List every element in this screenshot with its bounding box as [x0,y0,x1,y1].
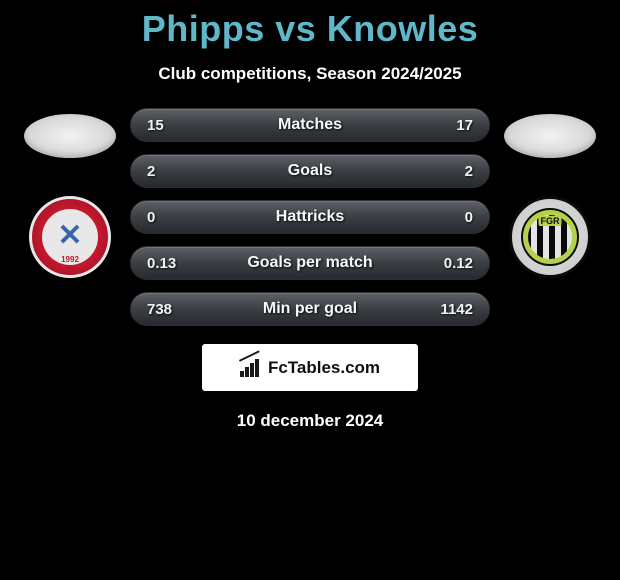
brand-link[interactable]: FcTables.com [202,344,418,391]
stat-row-matches: 15 Matches 17 [130,108,490,142]
stat-row-goals: 2 Goals 2 [130,154,490,188]
left-player-column: 1992 [10,108,130,278]
stat-left-value: 738 [147,301,187,318]
right-player-photo [504,114,596,158]
stat-row-goals-per-match: 0.13 Goals per match 0.12 [130,246,490,280]
stat-right-value: 2 [433,163,473,180]
date-label: 10 december 2024 [0,411,620,431]
stat-left-value: 15 [147,117,187,134]
left-badge-year: 1992 [61,255,79,264]
stat-label: Hattricks [276,208,344,226]
left-club-badge: 1992 [29,196,111,278]
stat-right-value: 1142 [433,301,473,318]
stat-right-value: 0.12 [433,255,473,272]
page-subtitle: Club competitions, Season 2024/2025 [0,64,620,84]
stat-left-value: 0.13 [147,255,187,272]
stats-list: 15 Matches 17 2 Goals 2 0 Hattricks 0 0.… [130,108,490,326]
chart-icon [240,359,262,377]
stat-label: Goals [288,162,332,180]
comparison-panel: 1992 15 Matches 17 2 Goals 2 0 Hattricks… [0,108,620,326]
brand-text: FcTables.com [268,358,380,378]
stat-row-hattricks: 0 Hattricks 0 [130,200,490,234]
stat-label: Matches [278,116,342,134]
stat-right-value: 17 [433,117,473,134]
stat-left-value: 2 [147,163,187,180]
left-player-photo [24,114,116,158]
right-club-badge: FGR [509,196,591,278]
right-badge-text: FGR [539,216,562,226]
stat-label: Goals per match [247,254,372,272]
page-title: Phipps vs Knowles [0,0,620,50]
right-player-column: FGR [490,108,610,278]
stat-label: Min per goal [263,300,357,318]
stat-right-value: 0 [433,209,473,226]
stat-row-min-per-goal: 738 Min per goal 1142 [130,292,490,326]
stat-left-value: 0 [147,209,187,226]
